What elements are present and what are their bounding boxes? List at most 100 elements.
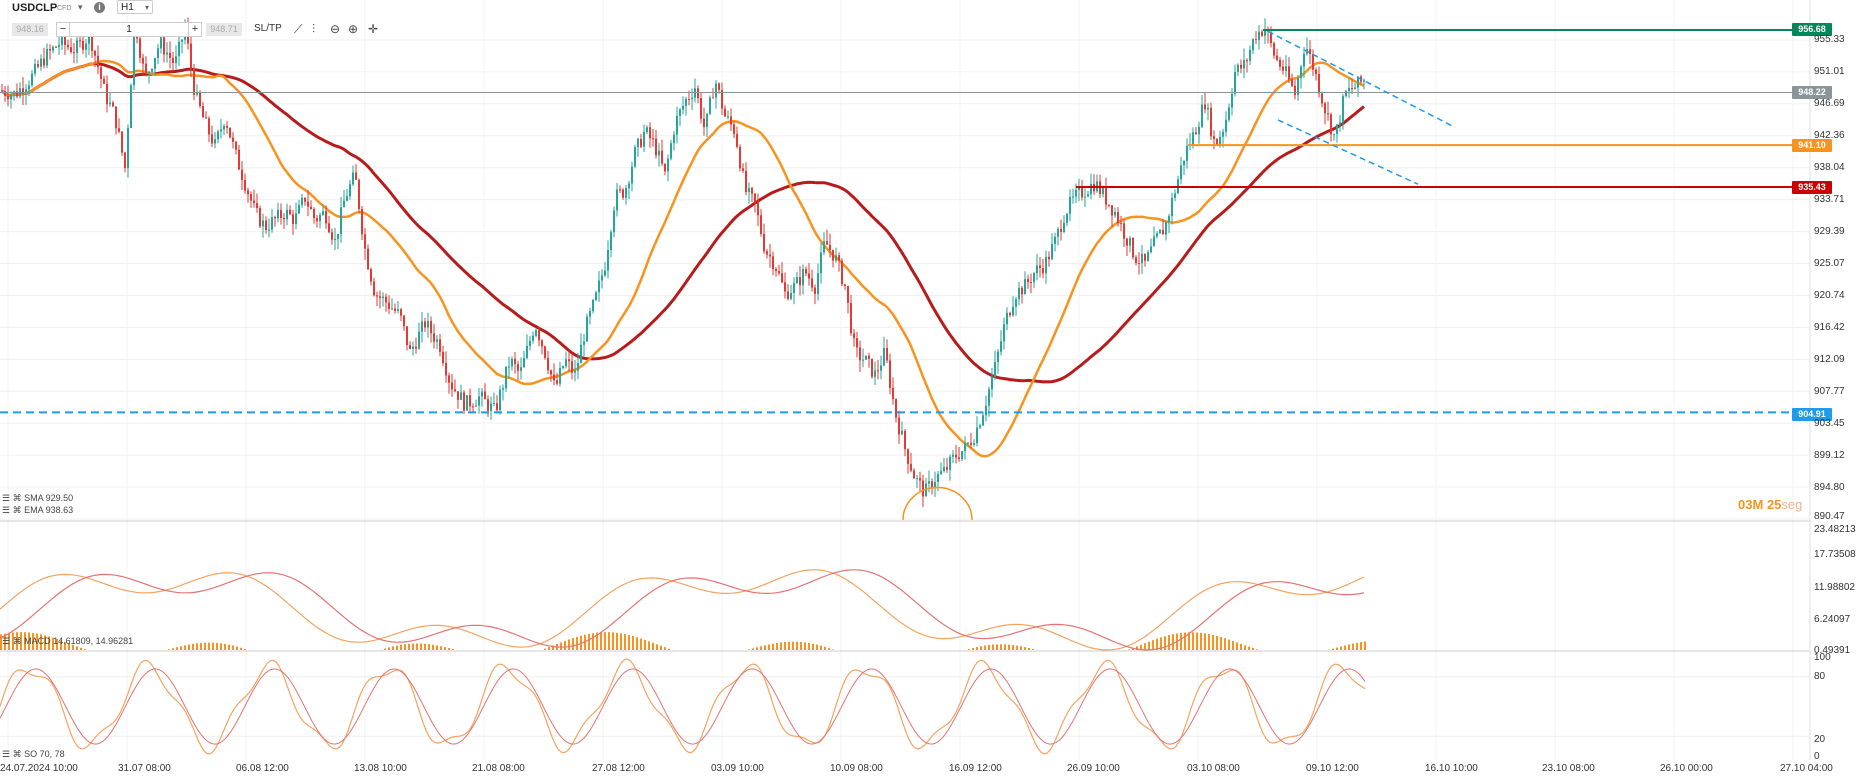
macd-histogram-bar <box>40 634 42 650</box>
candle-body <box>73 52 75 54</box>
candle-body <box>421 321 423 332</box>
candle-body <box>1192 132 1194 145</box>
sma-legend[interactable]: ☰ ⌘ SMA 929.50 <box>2 493 74 503</box>
y-tick: 951.01 <box>1814 66 1845 77</box>
candle-body <box>304 197 306 202</box>
candle-body <box>199 92 201 107</box>
y-tick: 899.12 <box>1814 450 1845 461</box>
sell-button[interactable]: 948.16 <box>12 23 48 36</box>
quantity-increase-button[interactable]: + <box>188 22 202 37</box>
candle-body <box>613 210 615 233</box>
candle-body <box>1123 223 1125 239</box>
candle-body <box>706 113 708 128</box>
macd-histogram-bar <box>440 646 442 650</box>
candle-body <box>679 109 681 116</box>
candle-body <box>457 391 459 400</box>
candle-body <box>175 56 177 64</box>
ema-legend[interactable]: ☰ ⌘ EMA 938.63 <box>2 505 74 515</box>
candle-body <box>673 134 675 144</box>
x-tick: 26.10 00:00 <box>1660 763 1713 774</box>
candle-body <box>43 58 45 66</box>
macd-histogram-bar <box>1016 645 1018 650</box>
macd-histogram-bar <box>1008 644 1010 650</box>
candle-body <box>901 430 903 435</box>
chart-grid <box>0 0 1811 760</box>
x-tick: 21.08 08:00 <box>472 763 525 774</box>
candle-body <box>226 125 228 128</box>
candle-body <box>514 358 516 365</box>
candle-body <box>1303 53 1305 67</box>
macd-histogram-bar <box>412 643 414 650</box>
macd-histogram-bar <box>612 632 614 650</box>
buy-button[interactable]: 948.71 <box>206 23 242 36</box>
indicators-icon[interactable]: ⫶ <box>312 22 316 36</box>
macd-histogram-bar <box>656 644 658 650</box>
zoom-in-icon[interactable]: ⊕ <box>348 22 359 36</box>
candle-body <box>460 392 462 400</box>
macd-histogram-bar <box>604 632 606 650</box>
candle-body <box>562 366 564 369</box>
candle-body <box>1213 136 1215 139</box>
candle-body <box>826 241 828 245</box>
chart-type-icon[interactable]: ⟋ <box>294 22 303 36</box>
candle-body <box>637 138 639 148</box>
sltp-button[interactable]: SL/TP <box>254 23 282 34</box>
macd-histogram-bar <box>64 641 66 650</box>
candle-body <box>82 40 84 50</box>
symbol-name[interactable]: USDCLP <box>12 2 58 14</box>
macd-legend[interactable]: ☰ ⌘ MACD 14.61809, 14.96281 <box>2 636 134 646</box>
candle-body <box>1273 43 1275 56</box>
macd-histogram-bar <box>976 647 978 650</box>
candle-body <box>154 57 156 69</box>
chevron-down-icon: ▾ <box>144 3 149 12</box>
candle-body <box>814 287 816 294</box>
candle-body <box>49 48 51 51</box>
macd-histogram-bar <box>176 647 178 650</box>
candle-body <box>1162 229 1164 235</box>
candle-body <box>1198 126 1200 135</box>
quantity-input[interactable]: 1 <box>70 22 188 37</box>
macd-histogram-bar <box>812 643 814 650</box>
candle-body <box>1288 66 1290 80</box>
candle-body <box>130 85 132 129</box>
candle-body <box>307 201 309 207</box>
macd-histogram-bar <box>1248 646 1250 650</box>
candle-body <box>517 364 519 371</box>
candle-body <box>124 152 126 169</box>
macd-histogram-bar <box>548 647 550 650</box>
candle-body <box>508 366 510 368</box>
candle-body <box>115 106 117 129</box>
macd-histogram-bar <box>1004 644 1006 650</box>
macd-y-tick: 23.48213 <box>1814 524 1856 535</box>
symbol-dropdown-icon[interactable]: ▾ <box>78 2 83 12</box>
candle-body <box>1084 196 1086 198</box>
macd-histogram-bar <box>608 632 610 650</box>
macd-histogram-bar <box>788 641 790 650</box>
macd-panel <box>0 569 1366 651</box>
macd-histogram-bar <box>444 647 446 650</box>
macd-histogram-bar <box>804 642 806 650</box>
so-legend[interactable]: ☰ ⌘ SO 70, 78 <box>2 749 65 759</box>
crosshair-icon[interactable]: ✛ <box>368 22 379 36</box>
x-tick: 16.10 10:00 <box>1425 763 1478 774</box>
macd-histogram-bar <box>1152 640 1154 650</box>
candle-body <box>1030 282 1032 284</box>
macd-histogram-bar <box>80 647 82 650</box>
macd-histogram-bar <box>1236 642 1238 650</box>
timeframe-select[interactable]: H1 ▾ <box>117 0 153 14</box>
macd-histogram-bar <box>4 633 6 650</box>
candle-body <box>1111 205 1113 216</box>
candle-body <box>1186 145 1188 161</box>
quantity-decrease-button[interactable]: − <box>56 22 70 37</box>
candle-body <box>1222 131 1224 137</box>
candle-body <box>877 370 879 372</box>
candle-body <box>769 254 771 257</box>
candle-body <box>847 285 849 303</box>
macd-histogram-bar <box>772 643 774 650</box>
candle-body <box>259 208 261 227</box>
info-icon[interactable]: i <box>94 2 105 13</box>
zoom-out-icon[interactable]: ⊖ <box>330 22 341 36</box>
candle-body <box>385 296 387 303</box>
candle-body <box>703 118 705 128</box>
